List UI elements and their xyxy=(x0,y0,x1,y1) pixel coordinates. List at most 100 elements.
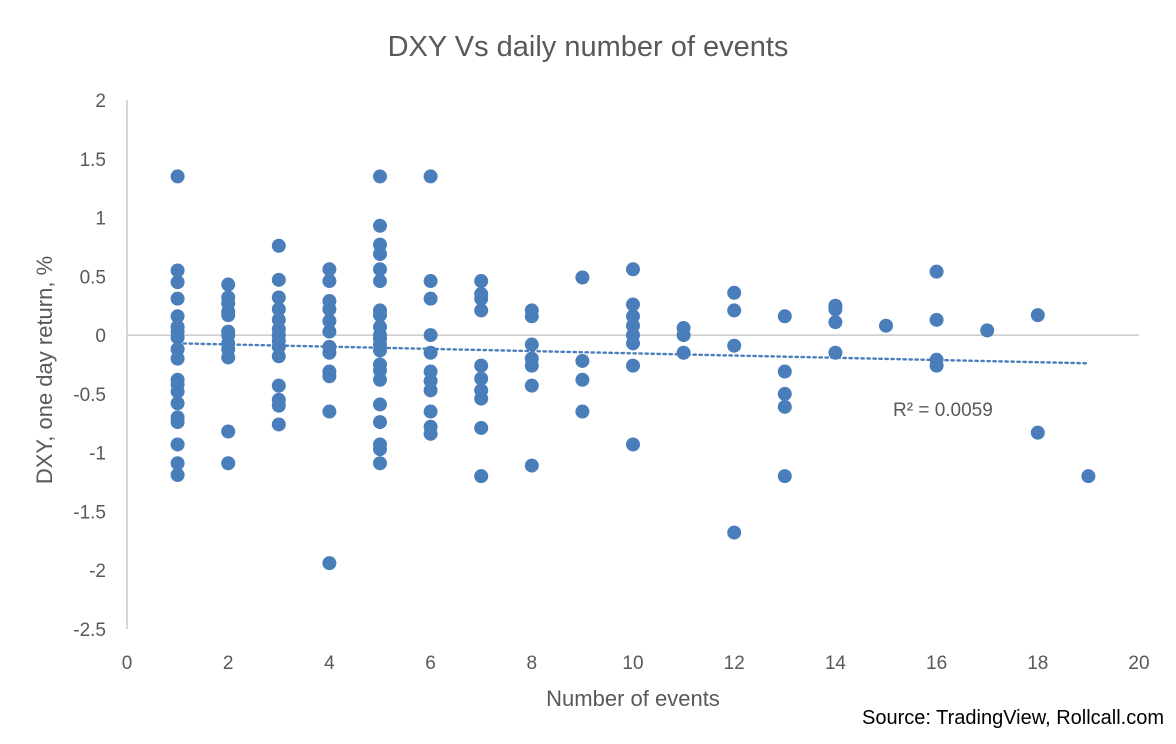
data-point xyxy=(929,264,944,279)
x-tick-label: 20 xyxy=(1128,653,1149,674)
data-point xyxy=(474,420,489,435)
x-tick-label: 6 xyxy=(425,653,436,674)
x-tick-label: 14 xyxy=(825,653,847,674)
data-point xyxy=(727,303,742,318)
y-tick-label: -0.5 xyxy=(73,385,106,406)
data-point xyxy=(474,291,489,306)
data-point xyxy=(322,324,337,339)
data-point xyxy=(474,391,489,406)
data-point xyxy=(1081,469,1096,484)
data-point xyxy=(322,404,337,419)
data-point xyxy=(727,525,742,540)
data-point xyxy=(474,469,489,484)
data-point xyxy=(221,308,236,323)
data-point xyxy=(373,442,387,457)
data-points xyxy=(170,169,1096,571)
data-point xyxy=(170,291,185,306)
data-point xyxy=(170,275,185,290)
x-tick-label: 0 xyxy=(122,653,133,674)
y-tick-labels: 2 1.5 1 0.5 0 -0.5 -1 -1.5 -2 -2.5 xyxy=(73,91,106,641)
data-point xyxy=(474,358,489,373)
data-point xyxy=(170,263,185,278)
data-point xyxy=(423,345,438,360)
data-point xyxy=(271,290,286,305)
data-point xyxy=(322,345,337,360)
data-point xyxy=(524,337,539,352)
data-point xyxy=(271,349,286,364)
data-point xyxy=(524,458,539,473)
x-tick-label: 8 xyxy=(527,653,538,674)
data-point xyxy=(929,312,944,327)
data-point xyxy=(777,399,792,414)
x-tick-label: 16 xyxy=(926,653,947,674)
x-tick-label: 10 xyxy=(622,653,643,674)
data-point xyxy=(373,415,387,430)
data-point xyxy=(828,315,843,330)
x-tick-label: 2 xyxy=(223,653,234,674)
data-point xyxy=(322,556,337,571)
data-point xyxy=(1030,425,1045,440)
data-point xyxy=(271,398,286,413)
data-point xyxy=(170,309,185,324)
data-point xyxy=(170,437,185,452)
data-point xyxy=(221,277,236,292)
data-point xyxy=(170,351,185,366)
y-tick-label: 0 xyxy=(95,326,106,347)
data-point xyxy=(170,456,185,471)
data-point xyxy=(777,469,792,484)
data-point xyxy=(221,424,236,439)
data-point xyxy=(373,456,387,471)
data-point xyxy=(626,262,640,277)
data-point xyxy=(322,369,337,384)
data-point xyxy=(423,328,438,343)
y-tick-label: 0.5 xyxy=(80,267,106,288)
data-point xyxy=(170,169,185,184)
data-point xyxy=(575,404,590,419)
data-point xyxy=(524,378,539,393)
data-point xyxy=(626,437,640,452)
data-point xyxy=(170,468,185,483)
data-point xyxy=(575,353,590,368)
data-point xyxy=(524,358,539,373)
data-point xyxy=(828,345,843,360)
data-point xyxy=(170,330,185,345)
y-tick-label: -2 xyxy=(89,561,106,582)
data-point xyxy=(474,303,489,318)
data-point xyxy=(575,372,590,387)
data-point xyxy=(727,338,742,353)
data-point xyxy=(423,169,438,184)
data-point xyxy=(676,328,691,343)
data-point xyxy=(777,364,792,379)
y-tick-label: -1 xyxy=(89,444,106,465)
data-point xyxy=(626,297,640,312)
data-point xyxy=(879,318,893,333)
data-point xyxy=(373,169,387,184)
data-point xyxy=(322,314,337,329)
trendline xyxy=(176,342,1090,365)
x-tick-label: 4 xyxy=(324,653,335,674)
data-point xyxy=(626,358,640,373)
data-point xyxy=(221,456,236,471)
data-point xyxy=(373,274,387,289)
data-point xyxy=(929,358,944,373)
data-point xyxy=(828,302,843,317)
x-tick-label: 18 xyxy=(1027,653,1048,674)
y-tick-label: 1.5 xyxy=(80,150,106,171)
y-tick-label: 1 xyxy=(95,209,106,230)
data-point xyxy=(423,291,438,306)
data-point xyxy=(373,343,387,358)
data-point xyxy=(676,345,691,360)
data-point xyxy=(727,285,742,300)
data-point xyxy=(524,309,539,324)
data-point xyxy=(170,384,185,399)
data-point xyxy=(170,415,185,430)
data-point xyxy=(373,372,387,387)
data-point xyxy=(322,274,337,289)
data-point xyxy=(423,274,438,289)
data-point xyxy=(373,308,387,323)
data-point xyxy=(980,323,995,338)
y-tick-label: -1.5 xyxy=(73,502,106,523)
data-point xyxy=(626,336,640,351)
data-point xyxy=(423,404,438,419)
y-tick-label: -2.5 xyxy=(73,620,106,641)
